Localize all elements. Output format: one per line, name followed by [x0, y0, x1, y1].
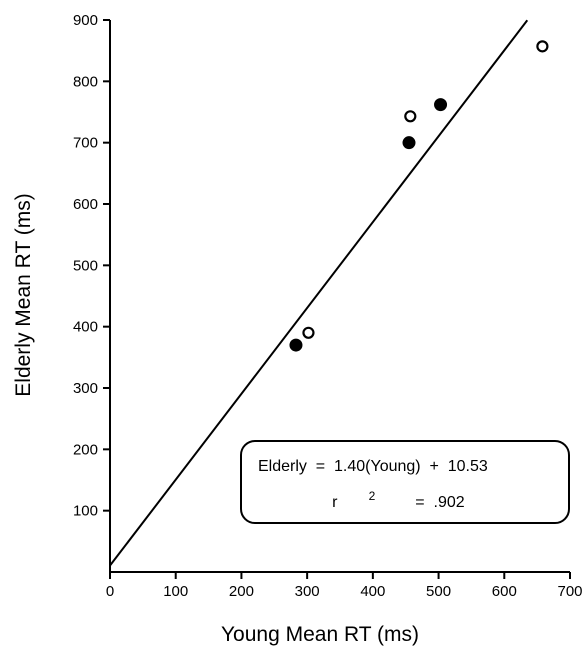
r-squared-value: = .902 — [406, 494, 464, 511]
x-tick-label: 0 — [106, 583, 114, 600]
x-tick-label: 100 — [163, 583, 188, 600]
axes — [109, 20, 570, 573]
tick-marks — [103, 19, 571, 579]
y-tick-label: 500 — [73, 257, 98, 274]
y-tick-label: 400 — [73, 319, 98, 336]
tick-labels: 0 100 200 300 400 500 600 700 100 200 300 400 500 600… — [73, 12, 583, 600]
filled-data-point — [289, 338, 303, 352]
x-tick-label: 700 — [557, 583, 582, 600]
data-points — [289, 40, 549, 352]
x-tick-label: 200 — [229, 583, 254, 600]
y-tick-label: 200 — [73, 441, 98, 458]
equation-line: Elderly = 1.40(Young) + 10.53 — [258, 458, 488, 475]
y-tick-label: 600 — [73, 196, 98, 213]
r-symbol: r — [332, 494, 338, 511]
equation-box: Elderly = 1.40(Young) + 10.53 r 2 = .902 — [240, 440, 570, 524]
x-tick-label: 300 — [295, 583, 320, 600]
filled-data-point — [434, 98, 448, 112]
y-tick-label: 800 — [73, 73, 98, 90]
y-tick-label: 700 — [73, 135, 98, 152]
x-tick-label: 500 — [426, 583, 451, 600]
y-tick-label: 900 — [73, 12, 98, 29]
y-axis-title: Elderly Mean RT (ms) — [12, 193, 35, 396]
open-data-point — [536, 40, 549, 53]
open-data-point — [404, 110, 417, 123]
r-superscript: 2 — [369, 489, 376, 503]
r-squared-line: r 2 = .902 — [301, 487, 487, 511]
filled-data-point — [402, 136, 416, 150]
equation-box-border — [240, 440, 570, 524]
y-tick-label: 300 — [73, 380, 98, 397]
open-data-point — [302, 326, 315, 339]
y-tick-label: 100 — [73, 503, 98, 520]
x-tick-label: 600 — [492, 583, 517, 600]
regression-line — [109, 19, 529, 567]
x-tick-label: 400 — [360, 583, 385, 600]
x-axis-title: Young Mean RT (ms) — [221, 623, 419, 646]
